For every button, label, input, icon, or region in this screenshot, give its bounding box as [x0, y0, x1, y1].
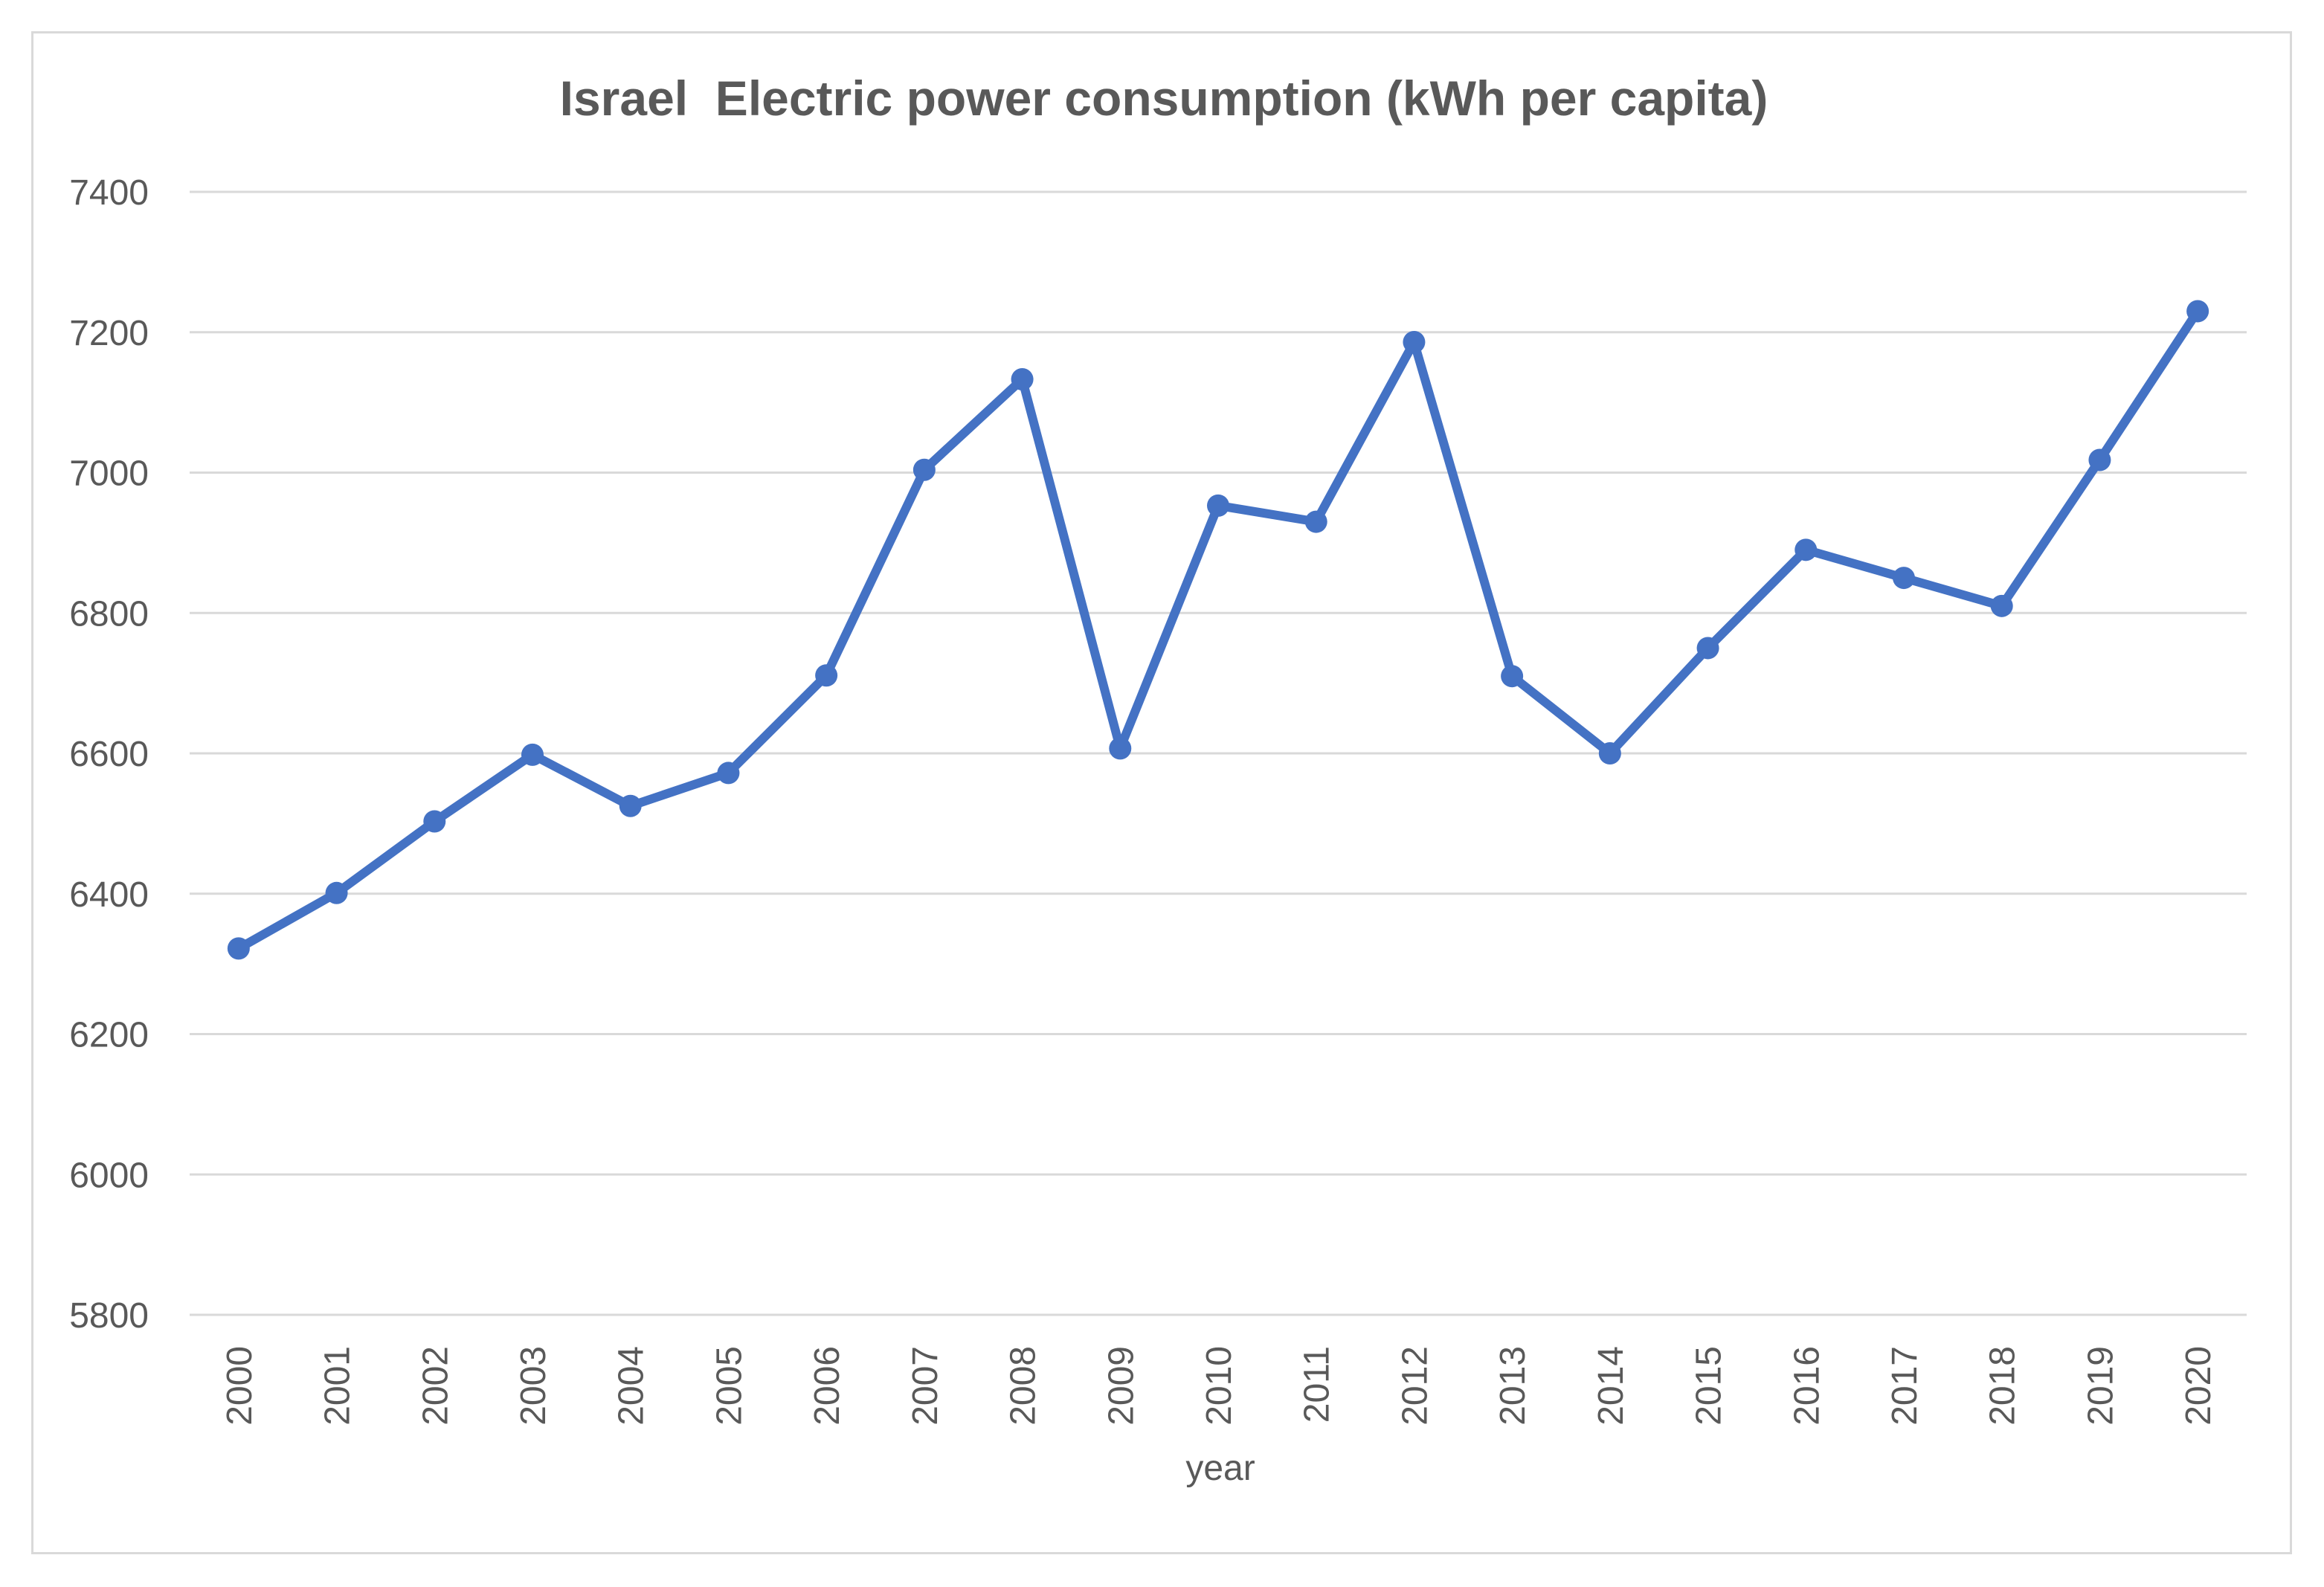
- x-tick-label: 2001: [318, 1346, 358, 1426]
- x-tick-label: 2020: [2179, 1346, 2218, 1426]
- y-tick-label: 7000: [69, 454, 149, 494]
- x-tick-label: 2005: [709, 1346, 749, 1426]
- data-point: [1403, 330, 1426, 353]
- x-axis-ticks: 2000 2001 2002 2003 2004 2005 2006 2007 2008 2009…: [220, 1346, 2218, 1426]
- x-tick-label: 2014: [1591, 1346, 1631, 1426]
- y-tick-label: 6800: [69, 594, 149, 634]
- data-point: [2088, 448, 2111, 471]
- data-point: [423, 810, 446, 833]
- x-tick-label: 2010: [1200, 1346, 1239, 1426]
- series-layer: [227, 300, 2209, 960]
- data-point: [2186, 300, 2209, 323]
- data-point: [1893, 567, 1915, 590]
- x-tick-label: 2011: [1298, 1346, 1337, 1423]
- chart-frame: Israel Electric power consumption (kWh p…: [31, 31, 2292, 1554]
- x-tick-label: 2015: [1690, 1346, 1729, 1426]
- data-point: [815, 664, 838, 687]
- x-tick-label: 2019: [2081, 1346, 2120, 1426]
- data-point: [325, 881, 348, 904]
- data-point: [912, 458, 936, 481]
- y-tick-label: 5800: [69, 1296, 149, 1336]
- x-tick-label: 2006: [808, 1346, 847, 1426]
- data-point: [521, 743, 544, 766]
- data-point: [1501, 665, 1524, 688]
- y-tick-label: 6000: [69, 1156, 149, 1195]
- x-tick-label: 2004: [612, 1346, 651, 1426]
- x-tick-label: 2008: [1004, 1346, 1043, 1426]
- x-tick-label: 2007: [906, 1346, 945, 1426]
- y-tick-label: 6400: [69, 875, 149, 915]
- data-point: [1109, 737, 1132, 760]
- y-tick-label: 7400: [69, 173, 149, 213]
- x-tick-label: 2009: [1101, 1346, 1141, 1426]
- data-point: [227, 937, 250, 960]
- data-point: [619, 794, 642, 817]
- x-tick-label: 2003: [514, 1346, 553, 1426]
- series-line: [234, 306, 2203, 953]
- line-chart: Israel Electric power consumption (kWh p…: [69, 71, 2247, 1488]
- y-tick-label: 7200: [69, 314, 149, 353]
- x-tick-label: 2017: [1885, 1346, 1925, 1426]
- x-tick-label: 2000: [220, 1346, 260, 1426]
- x-tick-label: 2018: [1983, 1346, 2023, 1426]
- chart-title: Israel Electric power consumption (kWh p…: [560, 71, 1768, 126]
- data-point: [717, 762, 740, 785]
- x-axis-label: year: [1185, 1449, 1255, 1488]
- x-tick-label: 2002: [416, 1346, 455, 1426]
- y-axis-ticks: 5800 6000 6200 6400 6600 6800 7000 7200 7400: [69, 173, 149, 1336]
- x-tick-label: 2013: [1493, 1346, 1533, 1426]
- data-point: [1990, 594, 2013, 617]
- x-tick-label: 2016: [1787, 1346, 1826, 1426]
- y-tick-label: 6600: [69, 735, 149, 774]
- x-tick-label: 2012: [1395, 1346, 1435, 1426]
- data-point: [1011, 367, 1034, 390]
- gridlines: [190, 190, 2247, 1316]
- data-point: [1207, 494, 1229, 517]
- data-point: [1304, 510, 1327, 533]
- data-point: [1696, 637, 1719, 660]
- y-tick-label: 6200: [69, 1016, 149, 1055]
- data-point: [1598, 742, 1621, 764]
- data-point: [1794, 538, 1818, 561]
